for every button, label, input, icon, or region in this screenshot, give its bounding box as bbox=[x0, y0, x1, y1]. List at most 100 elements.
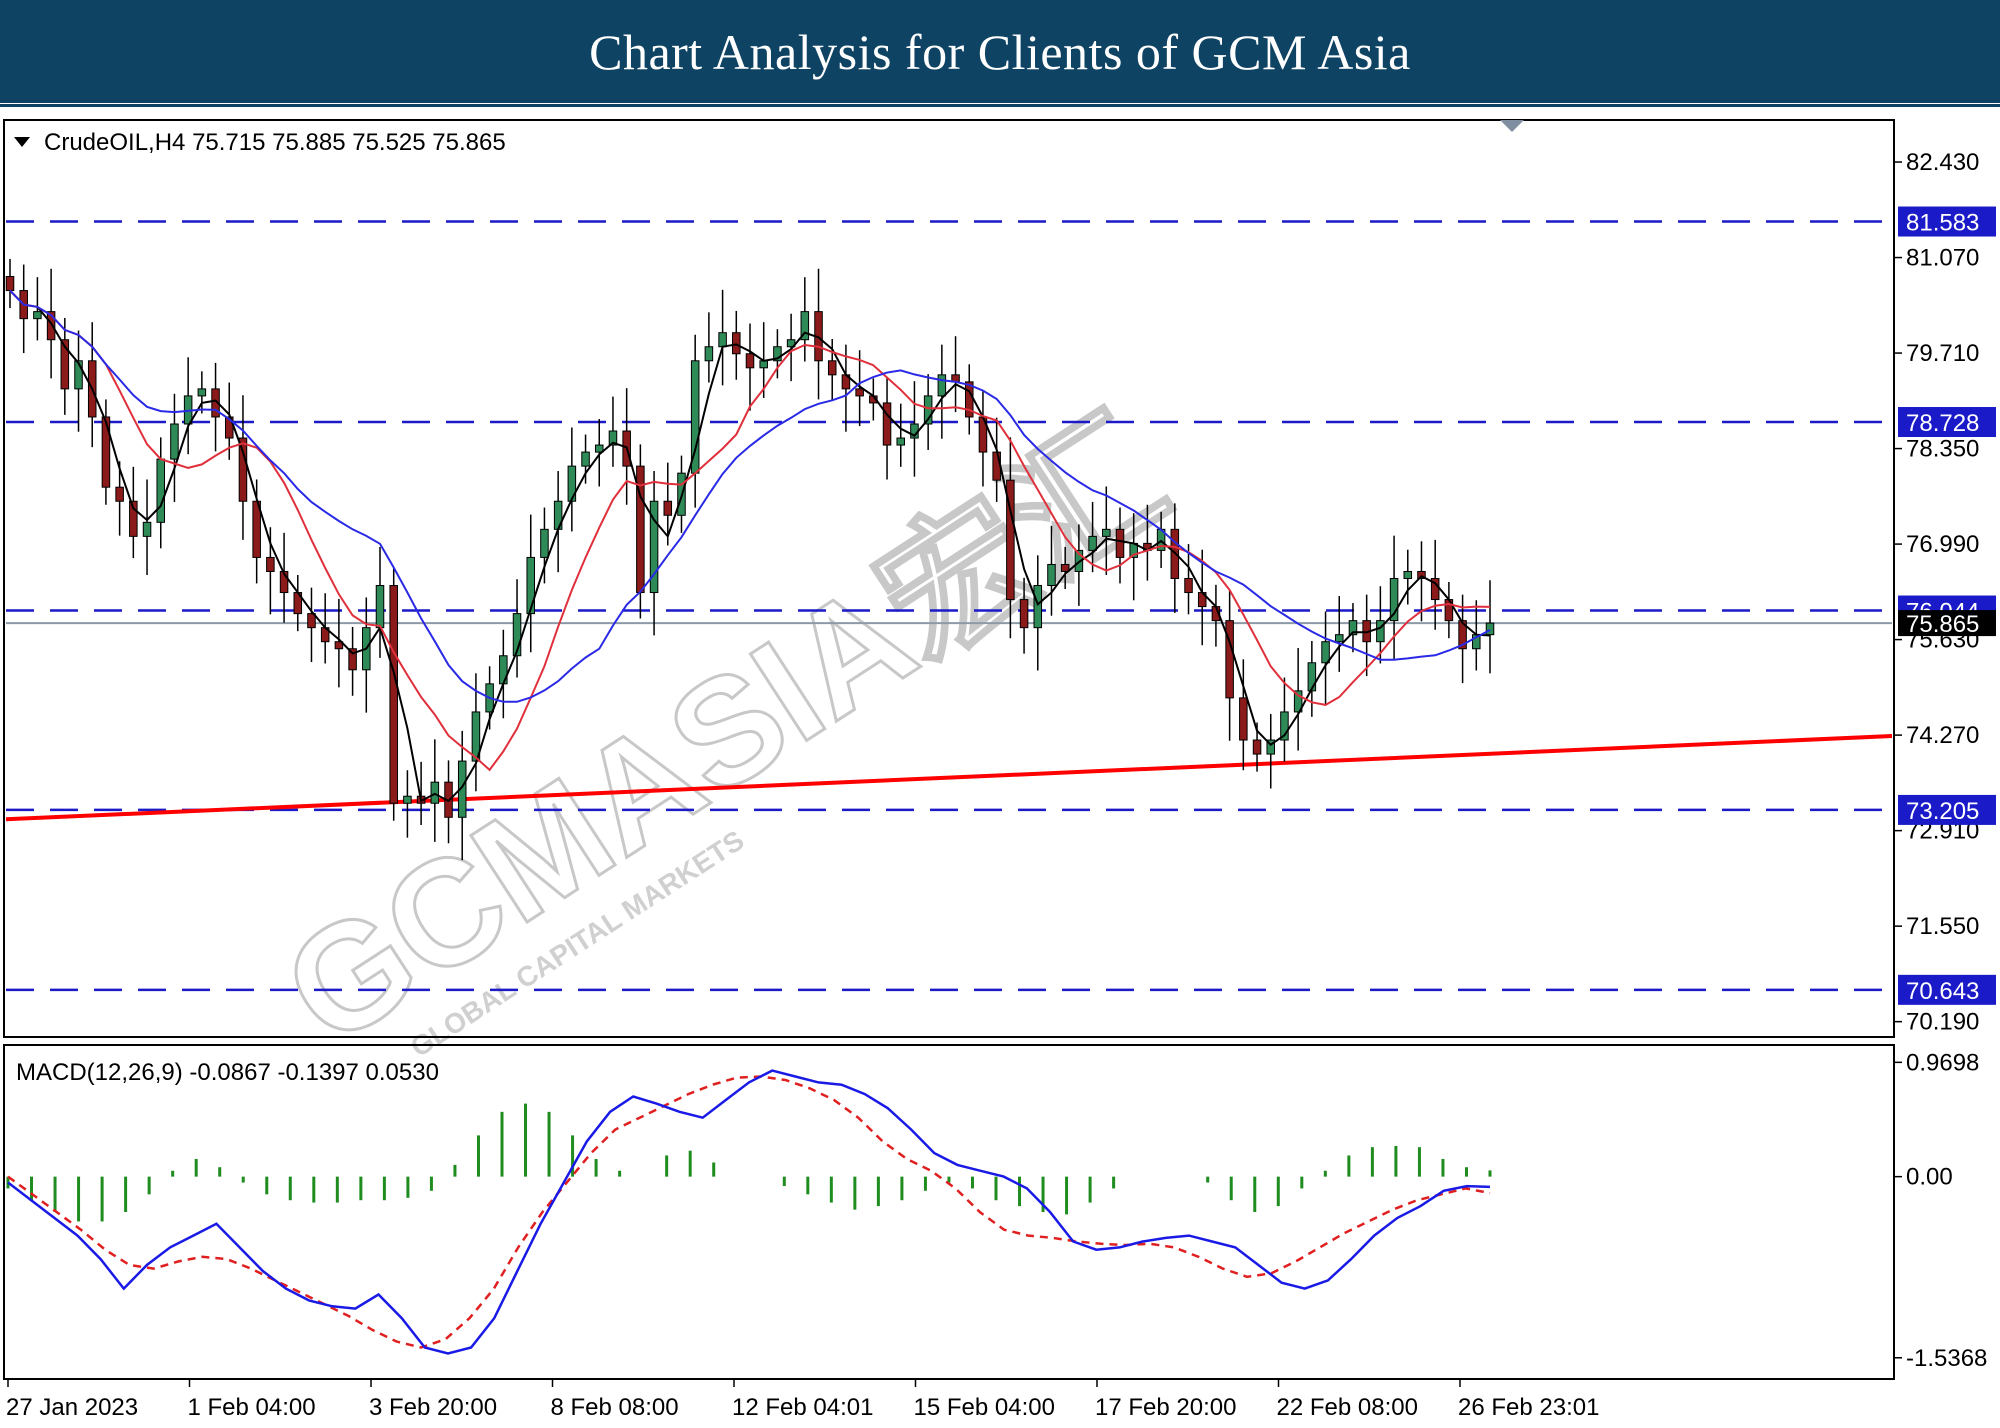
current-price-box bbox=[1898, 610, 1996, 637]
price-header: CrudeOIL,H4 75.715 75.885 75.525 75.865 bbox=[44, 129, 506, 156]
candle-body bbox=[773, 346, 782, 362]
candle bbox=[1006, 437, 1015, 639]
candle-body bbox=[827, 360, 837, 376]
candle bbox=[923, 374, 933, 450]
candle-body bbox=[33, 311, 42, 320]
candle-body bbox=[1115, 528, 1125, 558]
candle-body bbox=[512, 613, 522, 657]
candle-body bbox=[403, 795, 412, 804]
candle-body bbox=[115, 486, 124, 502]
candle-body bbox=[1280, 711, 1289, 741]
candle bbox=[951, 336, 960, 413]
candle-body bbox=[732, 332, 741, 355]
level-price-box bbox=[1898, 206, 1996, 237]
time-tick-label: 17 Feb 20:00 bbox=[1095, 1394, 1236, 1421]
macd-tick-label: -1.5368 bbox=[1906, 1345, 1987, 1372]
level-price-box bbox=[1898, 974, 1996, 1005]
candle-body bbox=[156, 458, 166, 523]
candle-body bbox=[923, 395, 933, 425]
candle-body bbox=[197, 388, 207, 397]
price-tick-label: 78.350 bbox=[1906, 436, 1979, 463]
candle bbox=[594, 419, 604, 487]
candle bbox=[964, 364, 974, 435]
candle bbox=[1444, 582, 1454, 639]
candle-body bbox=[457, 760, 467, 818]
candle-body bbox=[608, 430, 618, 446]
candle bbox=[1060, 546, 1070, 590]
macd-header: MACD(12,26,9) -0.0867 -0.1397 0.0530 bbox=[16, 1059, 439, 1086]
candle bbox=[499, 629, 508, 719]
candle-body bbox=[170, 423, 179, 460]
time-tick-label: 3 Feb 20:00 bbox=[369, 1394, 497, 1421]
candle-body bbox=[896, 437, 906, 446]
candle bbox=[882, 376, 892, 480]
candle bbox=[1485, 580, 1495, 674]
candle bbox=[814, 268, 823, 400]
level-price-label: 73.205 bbox=[1906, 798, 1979, 825]
price-tick-label: 74.270 bbox=[1906, 722, 1979, 749]
time-tick-label: 1 Feb 04:00 bbox=[188, 1394, 316, 1421]
candle bbox=[1417, 541, 1426, 622]
candle bbox=[1307, 641, 1317, 717]
moving-average-fast bbox=[9, 289, 1491, 803]
candle-body bbox=[1403, 570, 1413, 580]
candle-body bbox=[266, 556, 275, 572]
time-tick-label: 8 Feb 08:00 bbox=[551, 1394, 679, 1421]
candle-body bbox=[5, 276, 15, 292]
moving-average-layer bbox=[9, 289, 1491, 803]
candle bbox=[60, 317, 70, 415]
time-tick-label: 22 Feb 08:00 bbox=[1277, 1394, 1418, 1421]
candle-body bbox=[649, 500, 659, 594]
candle bbox=[375, 546, 385, 658]
trendline-layer bbox=[5, 734, 1893, 822]
candle bbox=[156, 437, 166, 549]
candle bbox=[1321, 611, 1330, 706]
candle bbox=[704, 312, 714, 383]
candle-body bbox=[74, 360, 83, 390]
candle bbox=[457, 730, 467, 861]
candle bbox=[718, 289, 727, 386]
candle bbox=[1102, 486, 1111, 575]
time-tick-label: 27 Jan 2023 bbox=[6, 1394, 138, 1421]
candle bbox=[129, 466, 138, 559]
candle-body bbox=[129, 500, 138, 537]
candle-body bbox=[238, 437, 248, 502]
candle-body bbox=[704, 346, 714, 362]
time-tick-label: 26 Feb 23:01 bbox=[1458, 1394, 1599, 1421]
candle-body bbox=[1376, 620, 1385, 643]
candle bbox=[1266, 714, 1276, 789]
candle bbox=[348, 626, 357, 696]
candle-body bbox=[1019, 599, 1029, 629]
candle bbox=[512, 579, 522, 678]
candle bbox=[608, 396, 618, 467]
time-axis: 27 Jan 2023 1 Feb 04:00 3 Feb 20:00 8 Feb 0… bbox=[6, 1379, 1599, 1421]
candle-body bbox=[430, 781, 440, 804]
candle-body bbox=[389, 585, 398, 804]
price-panel bbox=[3, 119, 1895, 1038]
candle bbox=[170, 393, 179, 502]
candle bbox=[197, 371, 207, 414]
candle bbox=[416, 761, 426, 826]
candle-body bbox=[1485, 622, 1495, 636]
candle bbox=[745, 323, 755, 411]
candle bbox=[307, 587, 316, 663]
candle bbox=[33, 277, 42, 341]
candle bbox=[649, 471, 659, 636]
banner-divider bbox=[0, 104, 2000, 107]
candle bbox=[1458, 594, 1467, 684]
candle bbox=[211, 362, 220, 452]
macd-axis: 0.9698 0.00 -1.5368 bbox=[1894, 1049, 1987, 1372]
candle-body bbox=[745, 353, 755, 369]
candle-body bbox=[1252, 739, 1262, 755]
candle bbox=[1334, 596, 1344, 672]
candle-body bbox=[882, 402, 892, 446]
candle-body bbox=[1088, 535, 1097, 551]
current-price-label: 75.865 bbox=[1906, 611, 1979, 638]
candle bbox=[773, 329, 782, 379]
candle bbox=[1403, 549, 1413, 605]
candle bbox=[540, 507, 549, 584]
candle bbox=[252, 479, 261, 584]
candle bbox=[937, 344, 947, 439]
candle-body bbox=[526, 556, 536, 615]
candle-body bbox=[937, 374, 947, 397]
